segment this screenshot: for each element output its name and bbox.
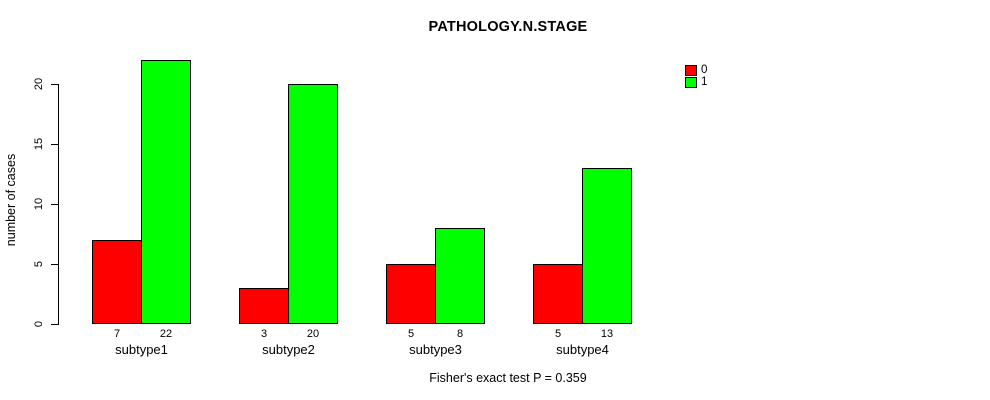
bar [582, 168, 632, 324]
bar-value-label: 3 [260, 328, 268, 340]
y-tick [51, 144, 58, 145]
bar-value-label: 7 [113, 328, 121, 340]
y-tick [51, 324, 58, 325]
bar-value-label: 5 [554, 328, 562, 340]
y-tick-label: 10 [33, 197, 45, 211]
bar [239, 288, 289, 324]
bar-value-label: 5 [407, 328, 415, 340]
bar [435, 228, 485, 324]
y-tick-label: 20 [33, 77, 45, 91]
category-label: subtype4 [556, 342, 609, 357]
chart-title: PATHOLOGY.N.STAGE [428, 19, 588, 35]
bar [141, 60, 191, 324]
y-tick [51, 264, 58, 265]
y-tick-label: 5 [33, 260, 45, 268]
bar [288, 84, 338, 324]
y-tick [51, 204, 58, 205]
bar-value-label: 8 [456, 328, 464, 340]
bar [386, 264, 436, 324]
bar-value-label: 13 [600, 328, 614, 340]
bar [92, 240, 142, 324]
category-label: subtype3 [409, 342, 462, 357]
bar-value-label: 20 [306, 328, 320, 340]
y-axis-line [58, 84, 59, 325]
legend-swatch [685, 65, 697, 76]
bar [533, 264, 583, 324]
y-tick-label: 0 [33, 320, 45, 328]
category-label: subtype2 [262, 342, 315, 357]
legend-label: 0 [701, 64, 708, 76]
bar-value-label: 22 [159, 328, 173, 340]
legend-swatch [685, 77, 697, 88]
annotation-fisher-test: Fisher's exact test P = 0.359 [429, 371, 587, 385]
category-label: subtype1 [115, 342, 168, 357]
legend-label: 1 [701, 76, 708, 88]
y-tick-label: 15 [33, 137, 45, 151]
y-tick [51, 84, 58, 85]
